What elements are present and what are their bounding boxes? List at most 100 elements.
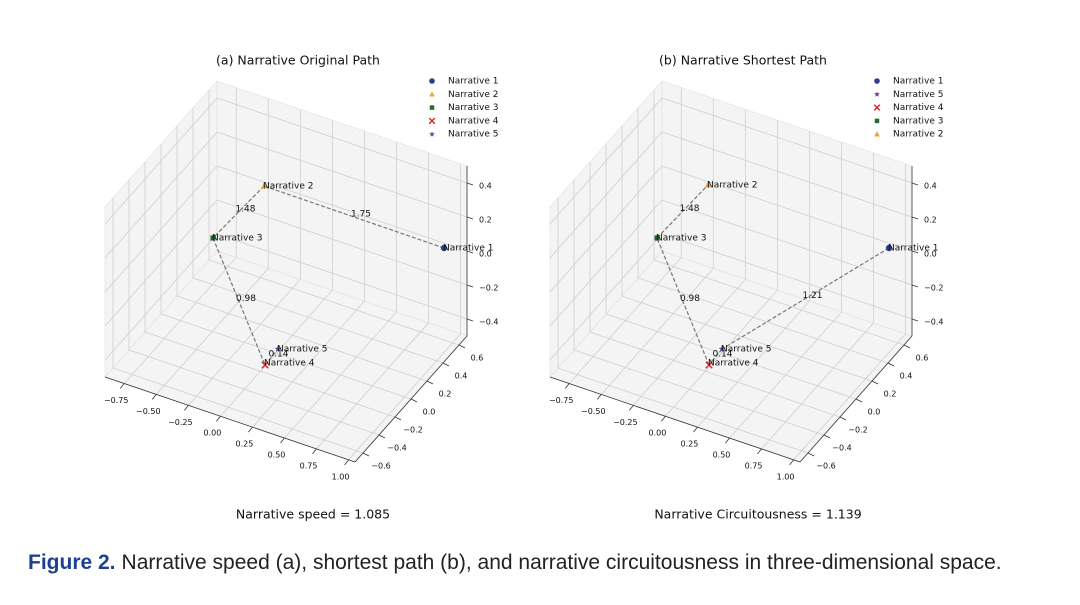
annotation: Narrative speed = 1.085 [236, 507, 390, 522]
grid-line [589, 331, 841, 418]
point [260, 182, 268, 189]
z-tick-label: 0.2 [479, 216, 492, 225]
grid-line [549, 233, 663, 361]
legend-marker [874, 118, 880, 124]
y-tick [807, 452, 815, 457]
path-segment [708, 348, 723, 366]
grid-line [557, 367, 809, 454]
path-segment [721, 247, 890, 350]
legend-label: Narrative 2 [448, 90, 498, 100]
x-axis [104, 376, 356, 463]
x-tick [789, 459, 794, 466]
x-tick [151, 394, 157, 400]
z-tick [466, 250, 474, 254]
y-tick [903, 344, 911, 349]
y-tick [823, 434, 831, 439]
point [440, 244, 448, 252]
legend-label: Narrative 1 [448, 77, 498, 87]
annotation: Narrative Circuitousness = 1.139 [654, 507, 861, 522]
z-tick [911, 250, 919, 254]
z-tick [911, 284, 919, 288]
y-tick [410, 398, 418, 403]
x-tick-label: −0.50 [136, 407, 161, 416]
x-tick-label: −0.25 [168, 418, 193, 427]
point-label: Narrative 3 [212, 234, 262, 244]
x-tick-label: 0.50 [713, 451, 731, 460]
y-tick [839, 416, 847, 421]
point-label: Narrative 2 [263, 182, 313, 192]
caption-label: Figure 2. [28, 551, 116, 574]
legend-label: Narrative 3 [448, 103, 498, 113]
grid-line [661, 165, 913, 252]
x-tick-label: −0.25 [613, 418, 638, 427]
x-tick [216, 415, 221, 422]
grid-line [605, 313, 857, 400]
z-tick-label: 0.4 [924, 182, 937, 191]
legend-marker [429, 91, 435, 97]
point [261, 361, 269, 369]
grid-line [216, 199, 468, 286]
y-tick [442, 362, 450, 367]
y-tick-label: 0.2 [884, 390, 897, 399]
grid-line [160, 313, 412, 400]
z-tick [911, 182, 919, 186]
point [718, 345, 726, 352]
path-value-label: 0.98 [236, 294, 256, 304]
x-tick-label: 0.75 [745, 461, 763, 470]
z-tick [911, 216, 919, 220]
point-label: Narrative 5 [277, 345, 327, 355]
grid-line [216, 131, 468, 218]
grid-line [653, 259, 905, 346]
point-label: Narrative 3 [656, 234, 706, 244]
grid-line [216, 97, 468, 184]
grid-line [104, 199, 218, 327]
y-tick-label: 0.4 [900, 372, 913, 381]
point-label: Narrative 1 [443, 244, 493, 254]
x-tick [280, 437, 285, 444]
grid-line [128, 349, 380, 436]
legend-marker [429, 105, 435, 110]
point [210, 235, 216, 241]
legend-label: Narrative 5 [893, 90, 943, 100]
grid-line [661, 199, 913, 286]
z-tick-label: 0.2 [924, 216, 937, 225]
grid-line [549, 165, 663, 293]
grid-line [144, 331, 396, 418]
grid-line [112, 367, 364, 454]
legend-marker [873, 104, 881, 111]
y-tick [855, 398, 863, 403]
y-axis [799, 335, 913, 463]
legend-marker [874, 78, 880, 84]
x-tick [184, 405, 189, 411]
z-tick [466, 318, 474, 322]
legend-label: Narrative 4 [893, 103, 944, 113]
x-tick-label: 0.00 [203, 429, 221, 438]
path-value-label: 1.48 [679, 204, 699, 214]
x-tick-label: −0.75 [104, 396, 129, 405]
legend-label: Narrative 1 [893, 77, 943, 87]
x-tick [661, 415, 666, 422]
path-segment [212, 237, 266, 366]
x-tick [629, 405, 634, 411]
y-tick-label: −0.4 [832, 444, 851, 453]
legend-label: Narrative 5 [448, 130, 498, 140]
x-tick [693, 426, 698, 433]
path-value-label: 0.98 [680, 294, 700, 304]
grid-line [621, 295, 873, 382]
path-segment [656, 184, 709, 239]
legend-marker [429, 78, 435, 84]
y-tick-label: 0.6 [471, 354, 484, 363]
x-tick-label: 0.25 [681, 440, 699, 449]
point-label: Narrative 5 [721, 345, 771, 355]
y-tick-label: 0.2 [439, 390, 452, 399]
grid-line [104, 233, 218, 361]
x-tick-label: 0.75 [300, 461, 318, 470]
y-tick-label: 0.0 [868, 408, 881, 417]
legend-marker [428, 117, 436, 125]
grid-line [661, 131, 913, 218]
x-tick-label: 0.50 [268, 451, 286, 460]
grid-line [208, 259, 460, 346]
caption: Figure 2. Narrative speed (a), shortest p… [28, 551, 1002, 574]
z-tick [466, 216, 474, 220]
y-tick-label: 0.6 [916, 354, 929, 363]
